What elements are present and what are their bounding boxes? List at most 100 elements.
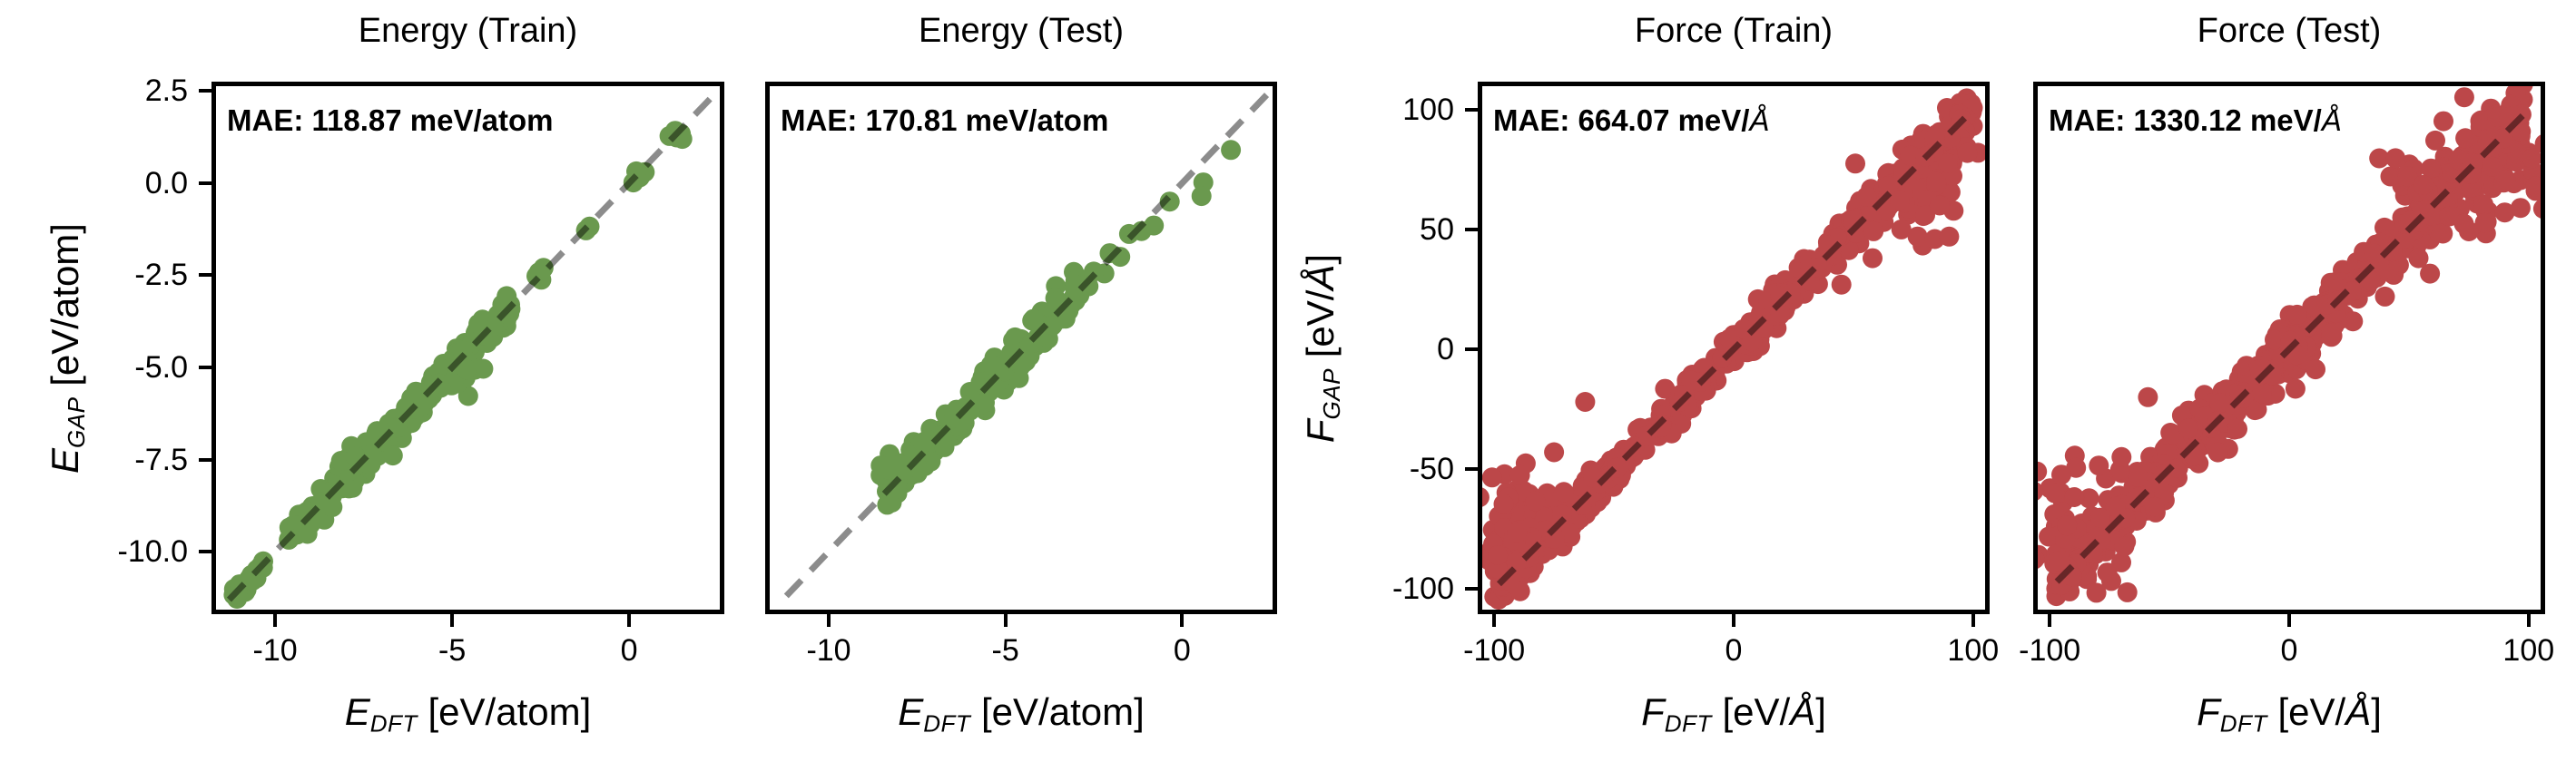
y-tick-label: 100 [1402,92,1454,127]
scatter-point [1690,372,1711,392]
scatter-point [2089,455,2109,476]
scatter-point [1957,142,1978,163]
scatter-point [1863,220,1884,241]
scatter-point [2097,562,2118,583]
x-axis-label: FDFT [eV/Å] [2038,689,2541,746]
scatter-point [2306,359,2325,380]
scatter-point [2482,156,2502,177]
x-tick-mark [1180,614,1185,627]
y-axis-label-part: [eV/ [1298,289,1342,368]
scatter-point [2522,148,2541,169]
scatter-point [1915,146,1935,167]
x-tick-mark [450,614,455,627]
scatter-point [1051,308,1072,329]
scatter-point [2494,202,2515,223]
scatter-point [2453,213,2474,234]
scatter-point [2057,515,2078,536]
scatter-point [452,340,473,361]
scatter-point [2492,128,2513,149]
scatter-point [2138,386,2158,407]
mae-value: MAE: 1330.12 meV/ [2049,103,2322,137]
mae-value: MAE: 170.81 meV/atom [781,103,1109,137]
y-axis-label-part: ] [1298,253,1342,265]
y-axis-label-part: [eV/atom] [43,222,86,396]
scatter-point [2382,241,2403,262]
panel-title: Energy (Train) [358,12,578,50]
scatter-point [483,316,504,337]
scatter-point [2038,550,2045,569]
scatter-point [983,356,1004,376]
scatter-point [2079,488,2099,509]
mae-value: MAE: 118.87 meV/atom [227,103,554,137]
x-axis-label-part: ] [2371,690,2382,733]
x-axis-label-part: [eV/ [1711,690,1791,733]
scatter-point [2397,166,2418,187]
scatter-point [342,477,363,498]
scatter-point [880,458,900,479]
identity-line [2054,112,2527,584]
x-tick-label: -5 [991,633,1019,668]
scatter-point [2408,248,2429,269]
scatter-point [1845,153,1865,174]
y-tick-mark [1465,347,1478,351]
scatter-point [428,373,449,394]
scatter-point [468,314,489,334]
scatter-point [579,216,600,237]
x-tick-mark [827,614,831,627]
scatter-point [2369,148,2390,169]
scatter-point [396,397,417,418]
scatter-point [2433,111,2453,132]
scatter-point [495,291,516,312]
panel-title: Force (Train) [1634,12,1834,50]
scatter-point [345,446,366,467]
identity-line [783,90,1272,599]
x-axis-label-part: DFT [369,709,418,738]
scatter-point [2413,174,2433,195]
scatter-point [1926,171,1947,192]
scatter-point [2433,223,2453,244]
scatter-point [1719,328,1740,349]
axes-box [211,82,724,614]
scatter-point [1863,248,1883,269]
scatter-point [1191,186,1212,207]
scatter-point [1544,442,1565,463]
y-axis-label: EGAP [eV/atom] [43,223,99,474]
scatter-point [975,392,995,413]
x-tick-label: -10 [806,633,851,668]
scatter-point [2064,487,2085,507]
scatter-point [1575,392,1596,412]
scatter-point [912,432,933,453]
scatter-point [1674,385,1695,406]
x-axis-label-part: [eV/atom] [970,690,1145,733]
scatter-point [382,445,403,466]
scatter-point [2361,270,2382,291]
x-tick-label: 0 [1173,633,1191,668]
scatter-point [2207,442,2228,463]
scatter-point [2455,128,2476,149]
y-tick-label: 0.0 [144,165,188,200]
x-tick-label: -5 [438,633,467,668]
axes-box [2033,82,2545,614]
scatter-point [2342,281,2362,301]
y-axis-label-part: Å [1298,264,1342,290]
scatter-point [2525,176,2541,197]
x-tick-mark [1732,614,1735,627]
scatter-point [1552,504,1572,525]
x-tick-mark [627,614,632,627]
scatter-point [2168,457,2188,478]
scatter-point [666,127,687,148]
x-axis-label: EDFT [eV/atom] [216,689,720,746]
scatter-point [1878,176,1899,197]
scatter-point [2511,104,2532,125]
y-tick-mark [199,89,211,93]
scatter-point [367,421,388,442]
scatter-point [1890,190,1910,210]
mae-unit-angstrom: Å [2321,103,2342,137]
scatter-point [2105,496,2126,517]
scatter-point [1915,205,1935,226]
scatter-point [1924,127,1945,148]
y-tick-label: -10.0 [117,534,189,570]
scatter-point [320,494,340,513]
scatter-point [2534,134,2541,153]
scatter-point [2229,385,2250,406]
